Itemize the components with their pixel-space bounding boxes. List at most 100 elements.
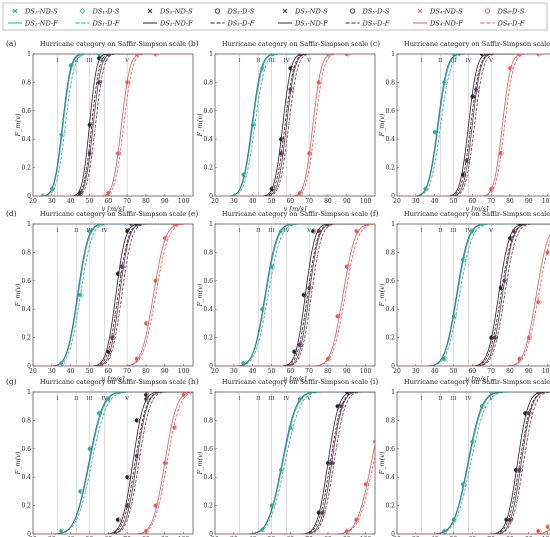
x-tick-label: 90	[161, 198, 169, 205]
y-tick-label: 0.6	[385, 278, 395, 285]
chart-panel: (g) Hurricane category on Saffir-Simpson …	[6, 377, 194, 537]
data-point-ring-ds1	[241, 172, 247, 178]
data-point-ds1	[307, 392, 311, 394]
data-point-ring-ds4	[163, 460, 169, 466]
y-tick-label: 0.6	[203, 108, 213, 115]
data-point-ring-ds3	[298, 342, 303, 348]
plot-area	[32, 391, 194, 535]
x-tick-label: 80	[324, 368, 332, 375]
legend-marker-cross	[282, 8, 288, 14]
y-axis-label: F_m(v)	[14, 113, 22, 137]
data-point-ring-ds4	[354, 228, 360, 234]
legend-entry: DS₁-ND-F	[8, 19, 58, 27]
data-point-ds3	[536, 392, 540, 394]
fragility-curve-ds3	[215, 224, 375, 366]
data-point-ring-ds3	[483, 54, 489, 57]
y-tick-label: 0.6	[21, 278, 31, 285]
x-tick-label: 100	[360, 368, 372, 375]
curves	[33, 224, 193, 366]
fragility-curve-ds4	[397, 54, 550, 196]
y-tick-label: 0.8	[21, 79, 31, 86]
data-point-ring-ds1	[442, 528, 448, 534]
category-label: I	[420, 228, 422, 234]
y-tick-label: 0.6	[385, 446, 395, 453]
data-point-ring-ds2	[470, 94, 476, 100]
data-point-ring-ds2	[97, 55, 103, 61]
fragility-curve-ds3	[215, 54, 375, 196]
data-point-ring-ds3	[106, 54, 112, 57]
y-tick-label: 0.4	[385, 136, 395, 143]
chart-panel: (i) Hurricane category on Saffir-Simpson …	[370, 377, 550, 537]
category-label: III	[268, 396, 275, 402]
fragility-curve-ds3	[33, 54, 193, 196]
fragility-curve-ds1	[33, 54, 193, 196]
data-point-ring-ds2	[125, 228, 131, 234]
data-point-ring-ds4	[536, 528, 542, 534]
data-point-ring-ds4	[144, 528, 150, 534]
data-point-ring-ds4	[354, 517, 360, 523]
category-label: I	[420, 58, 422, 64]
legend-label: DS₄-ND-S	[429, 7, 463, 15]
legend-box	[2, 2, 548, 31]
x-axis-label: v [m/s]	[102, 375, 125, 383]
fragility-curve-ds4	[33, 54, 193, 196]
y-tick-label: 0.2	[385, 165, 395, 172]
plot-area	[32, 53, 194, 197]
x-tick-label: 40	[431, 198, 439, 205]
y-tick-label: 1	[391, 221, 395, 228]
category-label: II	[256, 228, 260, 234]
x-tick-label: 90	[343, 368, 351, 375]
data-point-ring-ds1	[298, 396, 303, 402]
x-tick-label: 60	[104, 368, 112, 375]
legend-marker-cross	[417, 8, 423, 14]
data-point-ds4	[363, 224, 368, 226]
category-label: V	[306, 396, 312, 402]
y-axis-label: F_m(v)	[378, 283, 386, 307]
y-tick-label: 1	[27, 221, 31, 228]
x-tick-label: 20	[211, 198, 219, 205]
fragility-curve-ds2	[215, 54, 375, 196]
plot-area	[396, 391, 550, 535]
fragility-curve-ds3	[215, 54, 375, 196]
category-label: V	[488, 58, 494, 64]
data-point-ring-ds1	[97, 224, 103, 227]
y-tick-label: 0	[391, 363, 395, 370]
data-point-ring-ds1	[241, 360, 247, 366]
legend-entry: DS₁-D-S	[79, 7, 120, 15]
data-point-ring-ds1	[423, 186, 429, 192]
data-point-ring-ds3	[512, 228, 517, 234]
legend-label: DS₁-ND-S	[24, 7, 58, 15]
legend-entry: DS₂-ND-F	[143, 19, 193, 27]
data-point-ring-ds3	[316, 228, 322, 234]
chart-title: Hurricane category on Saffir-Simpson sca…	[222, 378, 368, 386]
y-axis-label: F_m(v)	[196, 451, 204, 475]
data-point-ring-ds3	[527, 410, 533, 416]
data-point-ring-ds3	[320, 510, 326, 516]
category-label: I	[56, 396, 58, 402]
data-point-ring-ds1	[279, 467, 285, 473]
y-tick-label: 0	[209, 363, 213, 370]
curves	[215, 224, 375, 366]
data-point-ring-ds1	[451, 517, 457, 523]
data-point-ring-ds1	[442, 356, 448, 362]
data-point-ring-ds4	[363, 224, 369, 227]
data-point-ring-ds1	[260, 527, 266, 533]
y-tick-label: 0	[27, 363, 31, 370]
data-point-ring-ds2	[288, 65, 294, 71]
plot-area	[396, 53, 550, 197]
data-point-ring-ds1	[59, 132, 65, 138]
x-tick-label: 80	[506, 198, 514, 205]
y-tick-label: 1	[27, 51, 31, 58]
data-point-ring-ds4	[153, 278, 159, 284]
y-tick-label: 0.4	[21, 136, 31, 143]
data-point-ring-ds4	[134, 54, 140, 57]
data-point-ds1	[115, 392, 120, 394]
chart-title: Hurricane category on Saffir-Simpson sca…	[404, 378, 550, 386]
x-tick-label: 50	[268, 198, 276, 205]
y-tick-label: 0.2	[203, 503, 213, 510]
chart-title: Hurricane category on Saffir-Simpson sca…	[40, 40, 186, 48]
fragility-curve-ds1	[215, 54, 375, 196]
y-tick-label: 0.8	[21, 417, 31, 424]
legend-marker-circle	[484, 8, 491, 14]
chart-title: Hurricane category on Saffir-Simpson sca…	[404, 40, 550, 48]
